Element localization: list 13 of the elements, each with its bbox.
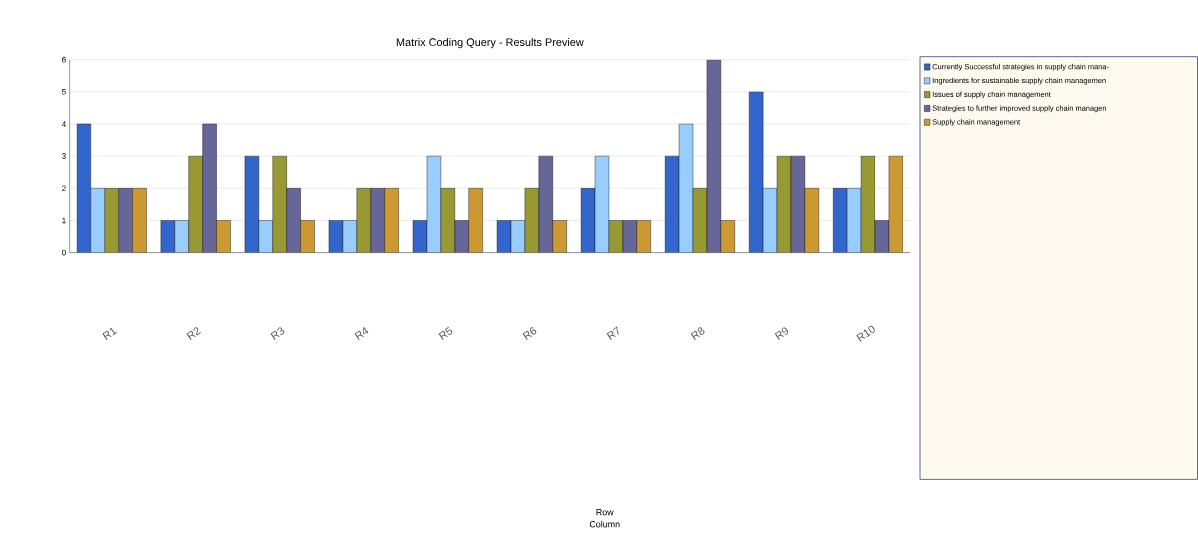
x-tick-label: R3 xyxy=(270,327,285,340)
x-tick-label: R8 xyxy=(690,327,705,340)
x-tick-label: R9 xyxy=(774,327,789,340)
x-tick-label: R6 xyxy=(522,327,537,340)
x-tick-label: R7 xyxy=(606,326,620,340)
x-tick-label: R2 xyxy=(186,327,201,340)
text: Column xyxy=(589,520,620,528)
x-tick-label: R5 xyxy=(438,326,453,340)
chart-title: Matrix Coding Query - Results Preview xyxy=(396,38,584,49)
text: Row xyxy=(596,509,614,516)
x-tick-label: R1 xyxy=(102,327,117,340)
x-tick-label: R10 xyxy=(856,325,875,342)
x-tick-label: R4 xyxy=(354,327,369,340)
